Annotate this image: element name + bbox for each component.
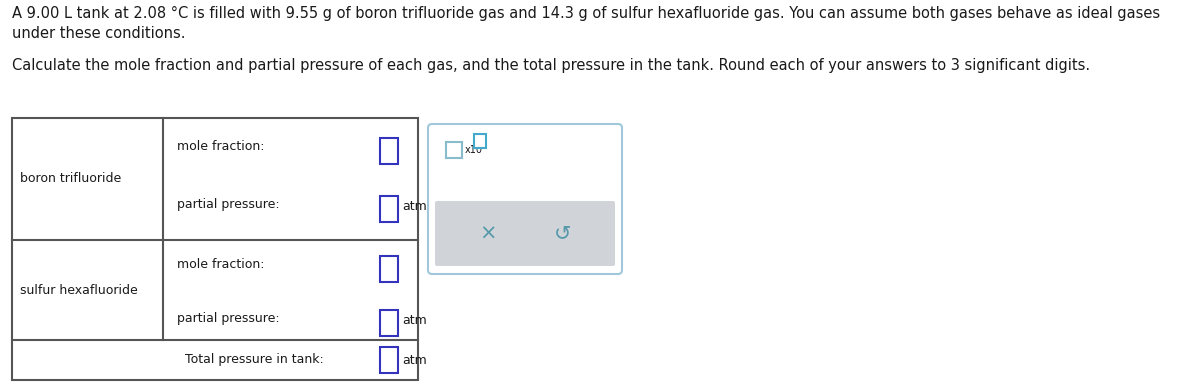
FancyBboxPatch shape xyxy=(380,138,398,164)
Text: Calculate the mole fraction and partial pressure of each gas, and the total pres: Calculate the mole fraction and partial … xyxy=(12,58,1090,73)
Text: A 9.00 L tank at 2.08 °C is filled with 9.55 g of boron trifluoride gas and 14.3: A 9.00 L tank at 2.08 °C is filled with … xyxy=(12,6,1160,21)
FancyBboxPatch shape xyxy=(474,134,486,148)
FancyBboxPatch shape xyxy=(446,142,462,158)
FancyBboxPatch shape xyxy=(428,124,622,274)
Text: sulfur hexafluoride: sulfur hexafluoride xyxy=(20,284,138,296)
Text: atm: atm xyxy=(402,200,427,214)
Text: atm: atm xyxy=(402,315,427,327)
Text: ×: × xyxy=(479,224,497,243)
Text: x10: x10 xyxy=(466,145,482,155)
Text: mole fraction:: mole fraction: xyxy=(178,140,264,153)
Text: atm: atm xyxy=(402,353,427,366)
Text: mole fraction:: mole fraction: xyxy=(178,258,264,271)
FancyBboxPatch shape xyxy=(380,196,398,222)
Text: Total pressure in tank:: Total pressure in tank: xyxy=(185,353,324,366)
Text: ↺: ↺ xyxy=(553,224,571,243)
Text: partial pressure:: partial pressure: xyxy=(178,198,280,211)
Text: partial pressure:: partial pressure: xyxy=(178,312,280,325)
FancyBboxPatch shape xyxy=(380,310,398,336)
FancyBboxPatch shape xyxy=(436,201,616,266)
FancyBboxPatch shape xyxy=(380,347,398,373)
Text: boron trifluoride: boron trifluoride xyxy=(20,173,121,185)
Text: under these conditions.: under these conditions. xyxy=(12,26,186,41)
FancyBboxPatch shape xyxy=(380,256,398,282)
